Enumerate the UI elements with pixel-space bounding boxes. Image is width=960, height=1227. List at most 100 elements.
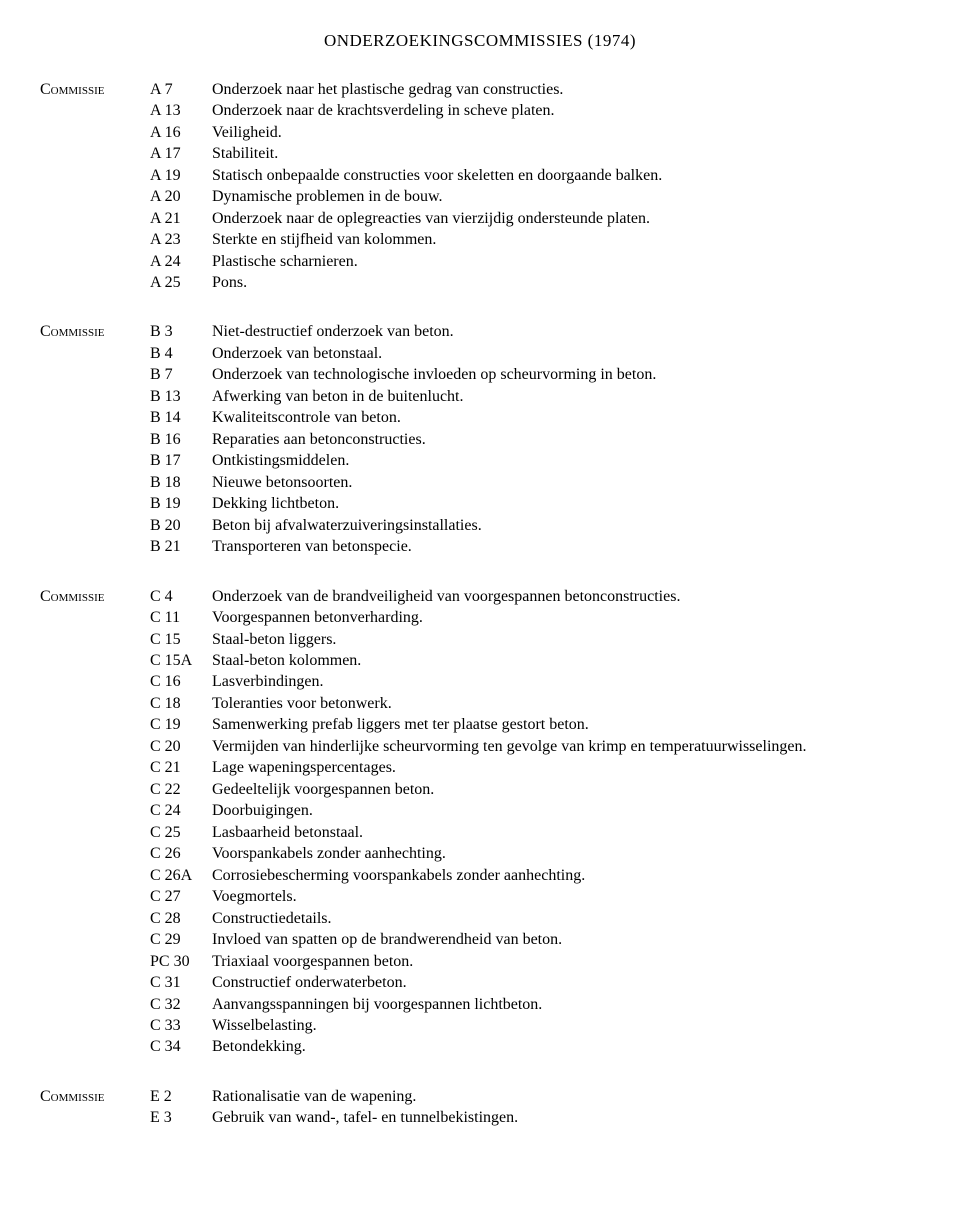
section: CommissieA 7Onderzoek naar het plastisch… [40,80,920,295]
list-item: C 16Lasverbindingen. [150,672,920,692]
item-description: Transporteren van betonspecie. [212,537,920,557]
item-code: B 21 [150,537,212,557]
item-description: Corrosiebescherming voorspankabels zonde… [212,866,920,886]
item-code: B 14 [150,408,212,428]
item-description: Invloed van spatten op de brandwerendhei… [212,930,920,950]
item-description: Dekking lichtbeton. [212,494,920,514]
item-code: C 33 [150,1016,212,1036]
item-code: C 25 [150,823,212,843]
item-description: Veiligheid. [212,123,920,143]
list-item: B 3Niet-destructief onderzoek van beton. [150,322,920,342]
item-code: PC 30 [150,952,212,972]
item-description: Staal-beton liggers. [212,630,920,650]
list-item: C 26ACorrosiebescherming voorspankabels … [150,866,920,886]
list-item: C 24Doorbuigingen. [150,801,920,821]
sections-container: CommissieA 7Onderzoek naar het plastisch… [40,80,920,1130]
items-column: B 3Niet-destructief onderzoek van beton.… [150,322,920,558]
item-code: A 16 [150,123,212,143]
item-description: Statisch onbepaalde constructies voor sk… [212,166,920,186]
item-description: Triaxiaal voorgespannen beton. [212,952,920,972]
item-description: Onderzoek naar de oplegreacties van vier… [212,209,920,229]
item-code: A 23 [150,230,212,250]
list-item: C 22Gedeeltelijk voorgespannen beton. [150,780,920,800]
list-item: B 19Dekking lichtbeton. [150,494,920,514]
list-item: C 34Betondekking. [150,1037,920,1057]
item-code: C 15A [150,651,212,671]
item-description: Voorgespannen betonverharding. [212,608,920,628]
item-code: C 31 [150,973,212,993]
list-item: C 32Aanvangsspanningen bij voorgespannen… [150,995,920,1015]
item-description: Voegmortels. [212,887,920,907]
item-description: Nieuwe betonsoorten. [212,473,920,493]
item-code: E 2 [150,1087,212,1107]
item-code: A 24 [150,252,212,272]
item-description: Lasverbindingen. [212,672,920,692]
item-code: C 28 [150,909,212,929]
page-title: ONDERZOEKINGSCOMMISSIES (1974) [40,30,920,52]
section-label: Commissie [40,80,150,295]
item-code: C 15 [150,630,212,650]
list-item: B 13Afwerking van beton in de buitenluch… [150,387,920,407]
list-item: B 16Reparaties aan betonconstructies. [150,430,920,450]
list-item: E 2Rationalisatie van de wapening. [150,1087,920,1107]
list-item: A 24Plastische scharnieren. [150,252,920,272]
list-item: B 7Onderzoek van technologische invloede… [150,365,920,385]
list-item: A 20Dynamische problemen in de bouw. [150,187,920,207]
item-description: Betondekking. [212,1037,920,1057]
item-code: C 29 [150,930,212,950]
item-code: C 34 [150,1037,212,1057]
items-column: A 7Onderzoek naar het plastische gedrag … [150,80,920,295]
list-item: B 4Onderzoek van betonstaal. [150,344,920,364]
item-code: C 32 [150,995,212,1015]
item-description: Dynamische problemen in de bouw. [212,187,920,207]
list-item: A 16Veiligheid. [150,123,920,143]
item-code: B 19 [150,494,212,514]
item-code: B 13 [150,387,212,407]
item-description: Wisselbelasting. [212,1016,920,1036]
list-item: C 25Lasbaarheid betonstaal. [150,823,920,843]
item-code: B 20 [150,516,212,536]
item-description: Lasbaarheid betonstaal. [212,823,920,843]
list-item: C 26Voorspankabels zonder aanhechting. [150,844,920,864]
list-item: A 25Pons. [150,273,920,293]
item-description: Aanvangsspanningen bij voorgespannen lic… [212,995,920,1015]
list-item: C 28Constructiedetails. [150,909,920,929]
item-description: Plastische scharnieren. [212,252,920,272]
item-code: C 24 [150,801,212,821]
item-description: Rationalisatie van de wapening. [212,1087,920,1107]
items-column: C 4Onderzoek van de brandveiligheid van … [150,587,920,1059]
list-item: A 23Sterkte en stijfheid van kolommen. [150,230,920,250]
section-label: Commissie [40,1087,150,1130]
item-description: Onderzoek naar de krachtsverdeling in sc… [212,101,920,121]
list-item: B 17Ontkistingsmiddelen. [150,451,920,471]
list-item: A 17Stabiliteit. [150,144,920,164]
item-description: Constructiedetails. [212,909,920,929]
item-code: C 20 [150,737,212,757]
item-description: Vermijden van hinderlijke scheurvorming … [212,737,920,757]
list-item: C 11Voorgespannen betonverharding. [150,608,920,628]
list-item: C 29Invloed van spatten op de brandweren… [150,930,920,950]
section: CommissieB 3Niet-destructief onderzoek v… [40,322,920,558]
list-item: B 21Transporteren van betonspecie. [150,537,920,557]
list-item: A 19Statisch onbepaalde constructies voo… [150,166,920,186]
list-item: C 4Onderzoek van de brandveiligheid van … [150,587,920,607]
list-item: C 33Wisselbelasting. [150,1016,920,1036]
item-code: B 18 [150,473,212,493]
item-code: C 18 [150,694,212,714]
document-page: ONDERZOEKINGSCOMMISSIES (1974) Commissie… [0,0,960,1227]
items-column: E 2Rationalisatie van de wapening.E 3Geb… [150,1087,920,1130]
item-code: A 19 [150,166,212,186]
item-code: B 3 [150,322,212,342]
item-description: Pons. [212,273,920,293]
item-description: Afwerking van beton in de buitenlucht. [212,387,920,407]
item-code: C 26A [150,866,212,886]
item-code: A 7 [150,80,212,100]
list-item: B 20Beton bij afvalwaterzuiveringsinstal… [150,516,920,536]
item-code: B 17 [150,451,212,471]
item-description: Stabiliteit. [212,144,920,164]
item-code: C 22 [150,780,212,800]
item-code: C 19 [150,715,212,735]
list-item: C 20Vermijden van hinderlijke scheurvorm… [150,737,920,757]
item-code: A 13 [150,101,212,121]
item-code: A 21 [150,209,212,229]
